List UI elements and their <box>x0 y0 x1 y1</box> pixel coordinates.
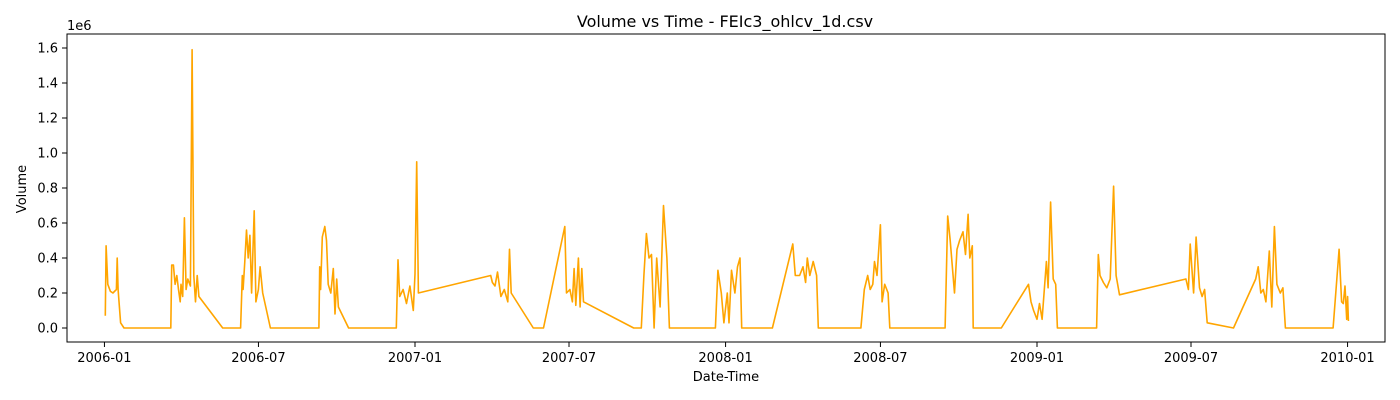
y-axis-label: Volume <box>15 165 30 213</box>
x-tick-label: 2008-07 <box>853 351 907 366</box>
x-axis-ticks: 2006-01 2006-07 2007-01 2007-07 2008-01 2008-… <box>77 342 1375 366</box>
y-axis-ticks: 0.0 0.2 0.4 0.6 0.8 1.0 1.2 1.4 1.6 <box>37 42 67 337</box>
x-tick-label: 2007-07 <box>542 351 596 366</box>
y-tick-label: 1.4 <box>37 77 58 92</box>
chart-title: Volume vs Time - FEIc3_ohlcv_1d.csv <box>577 12 873 32</box>
x-tick-label: 2009-01 <box>1010 351 1064 366</box>
x-tick-label: 2007-01 <box>388 351 442 366</box>
x-tick-label: 2006-01 <box>77 351 131 366</box>
x-axis-label: Date-Time <box>693 370 759 385</box>
y-offset-label: 1e6 <box>67 19 92 34</box>
x-tick-label: 2009-07 <box>1164 351 1218 366</box>
y-tick-label: 0.4 <box>37 252 58 267</box>
y-tick-label: 1.6 <box>37 42 58 57</box>
y-tick-label: 0.8 <box>37 182 58 197</box>
y-tick-label: 0.0 <box>37 322 58 337</box>
y-tick-label: 1.0 <box>37 147 58 162</box>
volume-series-line <box>104 48 1350 329</box>
y-tick-label: 0.6 <box>37 217 58 232</box>
x-tick-label: 2008-01 <box>698 351 752 366</box>
y-tick-label: 0.2 <box>37 287 58 302</box>
y-tick-label: 1.2 <box>37 112 58 127</box>
x-tick-label: 2006-07 <box>231 351 285 366</box>
x-tick-label: 2010-01 <box>1320 351 1374 366</box>
